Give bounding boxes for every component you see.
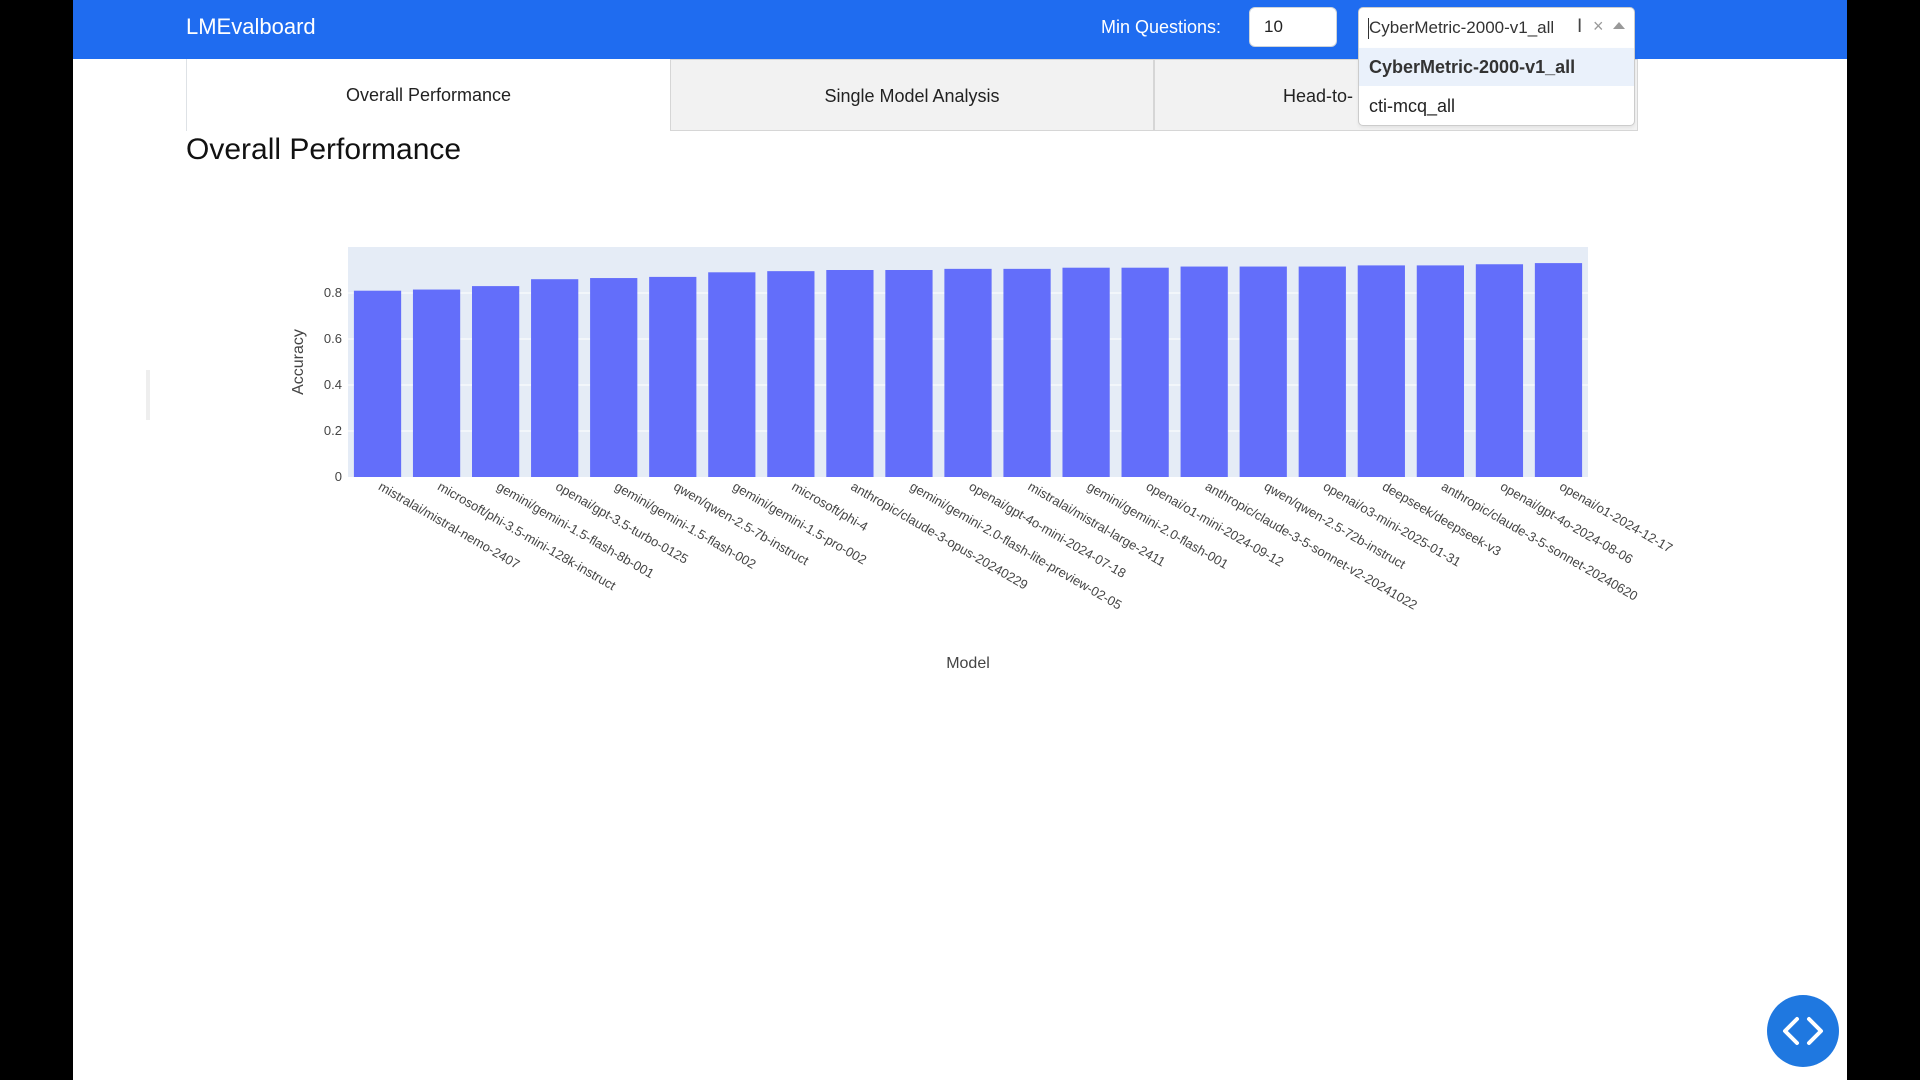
y-axis-ticks: 0 0.2 0.4 0.6 0.8 — [324, 285, 342, 484]
bar[interactable] — [1298, 266, 1346, 477]
app-window: LMEvalboard Min Questions: CyberMetric-2… — [73, 0, 1847, 1080]
text-cursor — [1368, 18, 1369, 39]
bar[interactable] — [826, 270, 874, 477]
bar[interactable] — [412, 289, 461, 477]
dataset-select[interactable]: CyberMetric-2000-v1_all I × — [1358, 7, 1635, 49]
app-brand[interactable]: LMEvalboard — [186, 14, 316, 39]
y-axis-title: Accuracy — [290, 329, 307, 395]
bar[interactable] — [472, 286, 520, 477]
bar[interactable] — [944, 268, 992, 477]
bar[interactable] — [1416, 265, 1464, 477]
bar[interactable] — [1357, 265, 1405, 477]
bar[interactable] — [767, 271, 815, 477]
clear-icon[interactable]: × — [1593, 16, 1604, 36]
bar[interactable] — [1180, 266, 1228, 477]
bar[interactable] — [1534, 263, 1583, 477]
bar[interactable] — [708, 272, 756, 477]
code-toggle-button[interactable] — [1767, 995, 1839, 1067]
x-axis-ticks: mistralai/mistral-nemo-2407microsoft/phi… — [376, 479, 1675, 613]
min-questions-input[interactable] — [1249, 7, 1337, 47]
y-tick-label: 0.2 — [324, 423, 342, 438]
side-handle[interactable] — [146, 370, 150, 420]
x-axis-title: Model — [946, 655, 990, 672]
dataset-option-cybermetric[interactable]: CyberMetric-2000-v1_all — [1359, 48, 1634, 86]
y-tick-label: 0.6 — [324, 331, 342, 346]
y-tick-label: 0.4 — [324, 377, 342, 392]
dataset-dropdown-menu: CyberMetric-2000-v1_all cti-mcq_all — [1358, 48, 1635, 126]
code-icon — [1783, 1017, 1823, 1045]
bar[interactable] — [1062, 267, 1110, 477]
bar[interactable] — [1475, 264, 1524, 477]
bar[interactable] — [1239, 266, 1287, 477]
bar[interactable] — [531, 279, 579, 477]
bar[interactable] — [1003, 268, 1051, 477]
navbar: LMEvalboard Min Questions: CyberMetric-2… — [73, 0, 1847, 59]
bars — [353, 263, 1583, 477]
accuracy-bar-chart: 0 0.2 0.4 0.6 0.8 mistralai/mistral-nemo-240… — [290, 247, 1675, 672]
bar[interactable] — [885, 270, 933, 477]
bar[interactable] — [1121, 267, 1169, 477]
bar[interactable] — [353, 290, 402, 477]
page-title: Overall Performance — [186, 133, 462, 166]
tab-overall-performance[interactable]: Overall Performance — [186, 59, 670, 131]
dataset-select-value: CyberMetric-2000-v1_all — [1369, 18, 1555, 37]
y-tick-label: 0 — [335, 469, 342, 484]
min-questions-label: Min Questions: — [1101, 17, 1222, 37]
tab-single-model-analysis[interactable]: Single Model Analysis — [670, 59, 1154, 131]
ibeam-cursor-icon: I — [1577, 16, 1583, 37]
y-tick-label: 0.8 — [324, 285, 342, 300]
dataset-option-cti-mcq[interactable]: cti-mcq_all — [1369, 96, 1456, 116]
chevron-up-icon[interactable] — [1613, 22, 1625, 29]
bar[interactable] — [649, 276, 697, 477]
bar[interactable] — [590, 278, 638, 477]
